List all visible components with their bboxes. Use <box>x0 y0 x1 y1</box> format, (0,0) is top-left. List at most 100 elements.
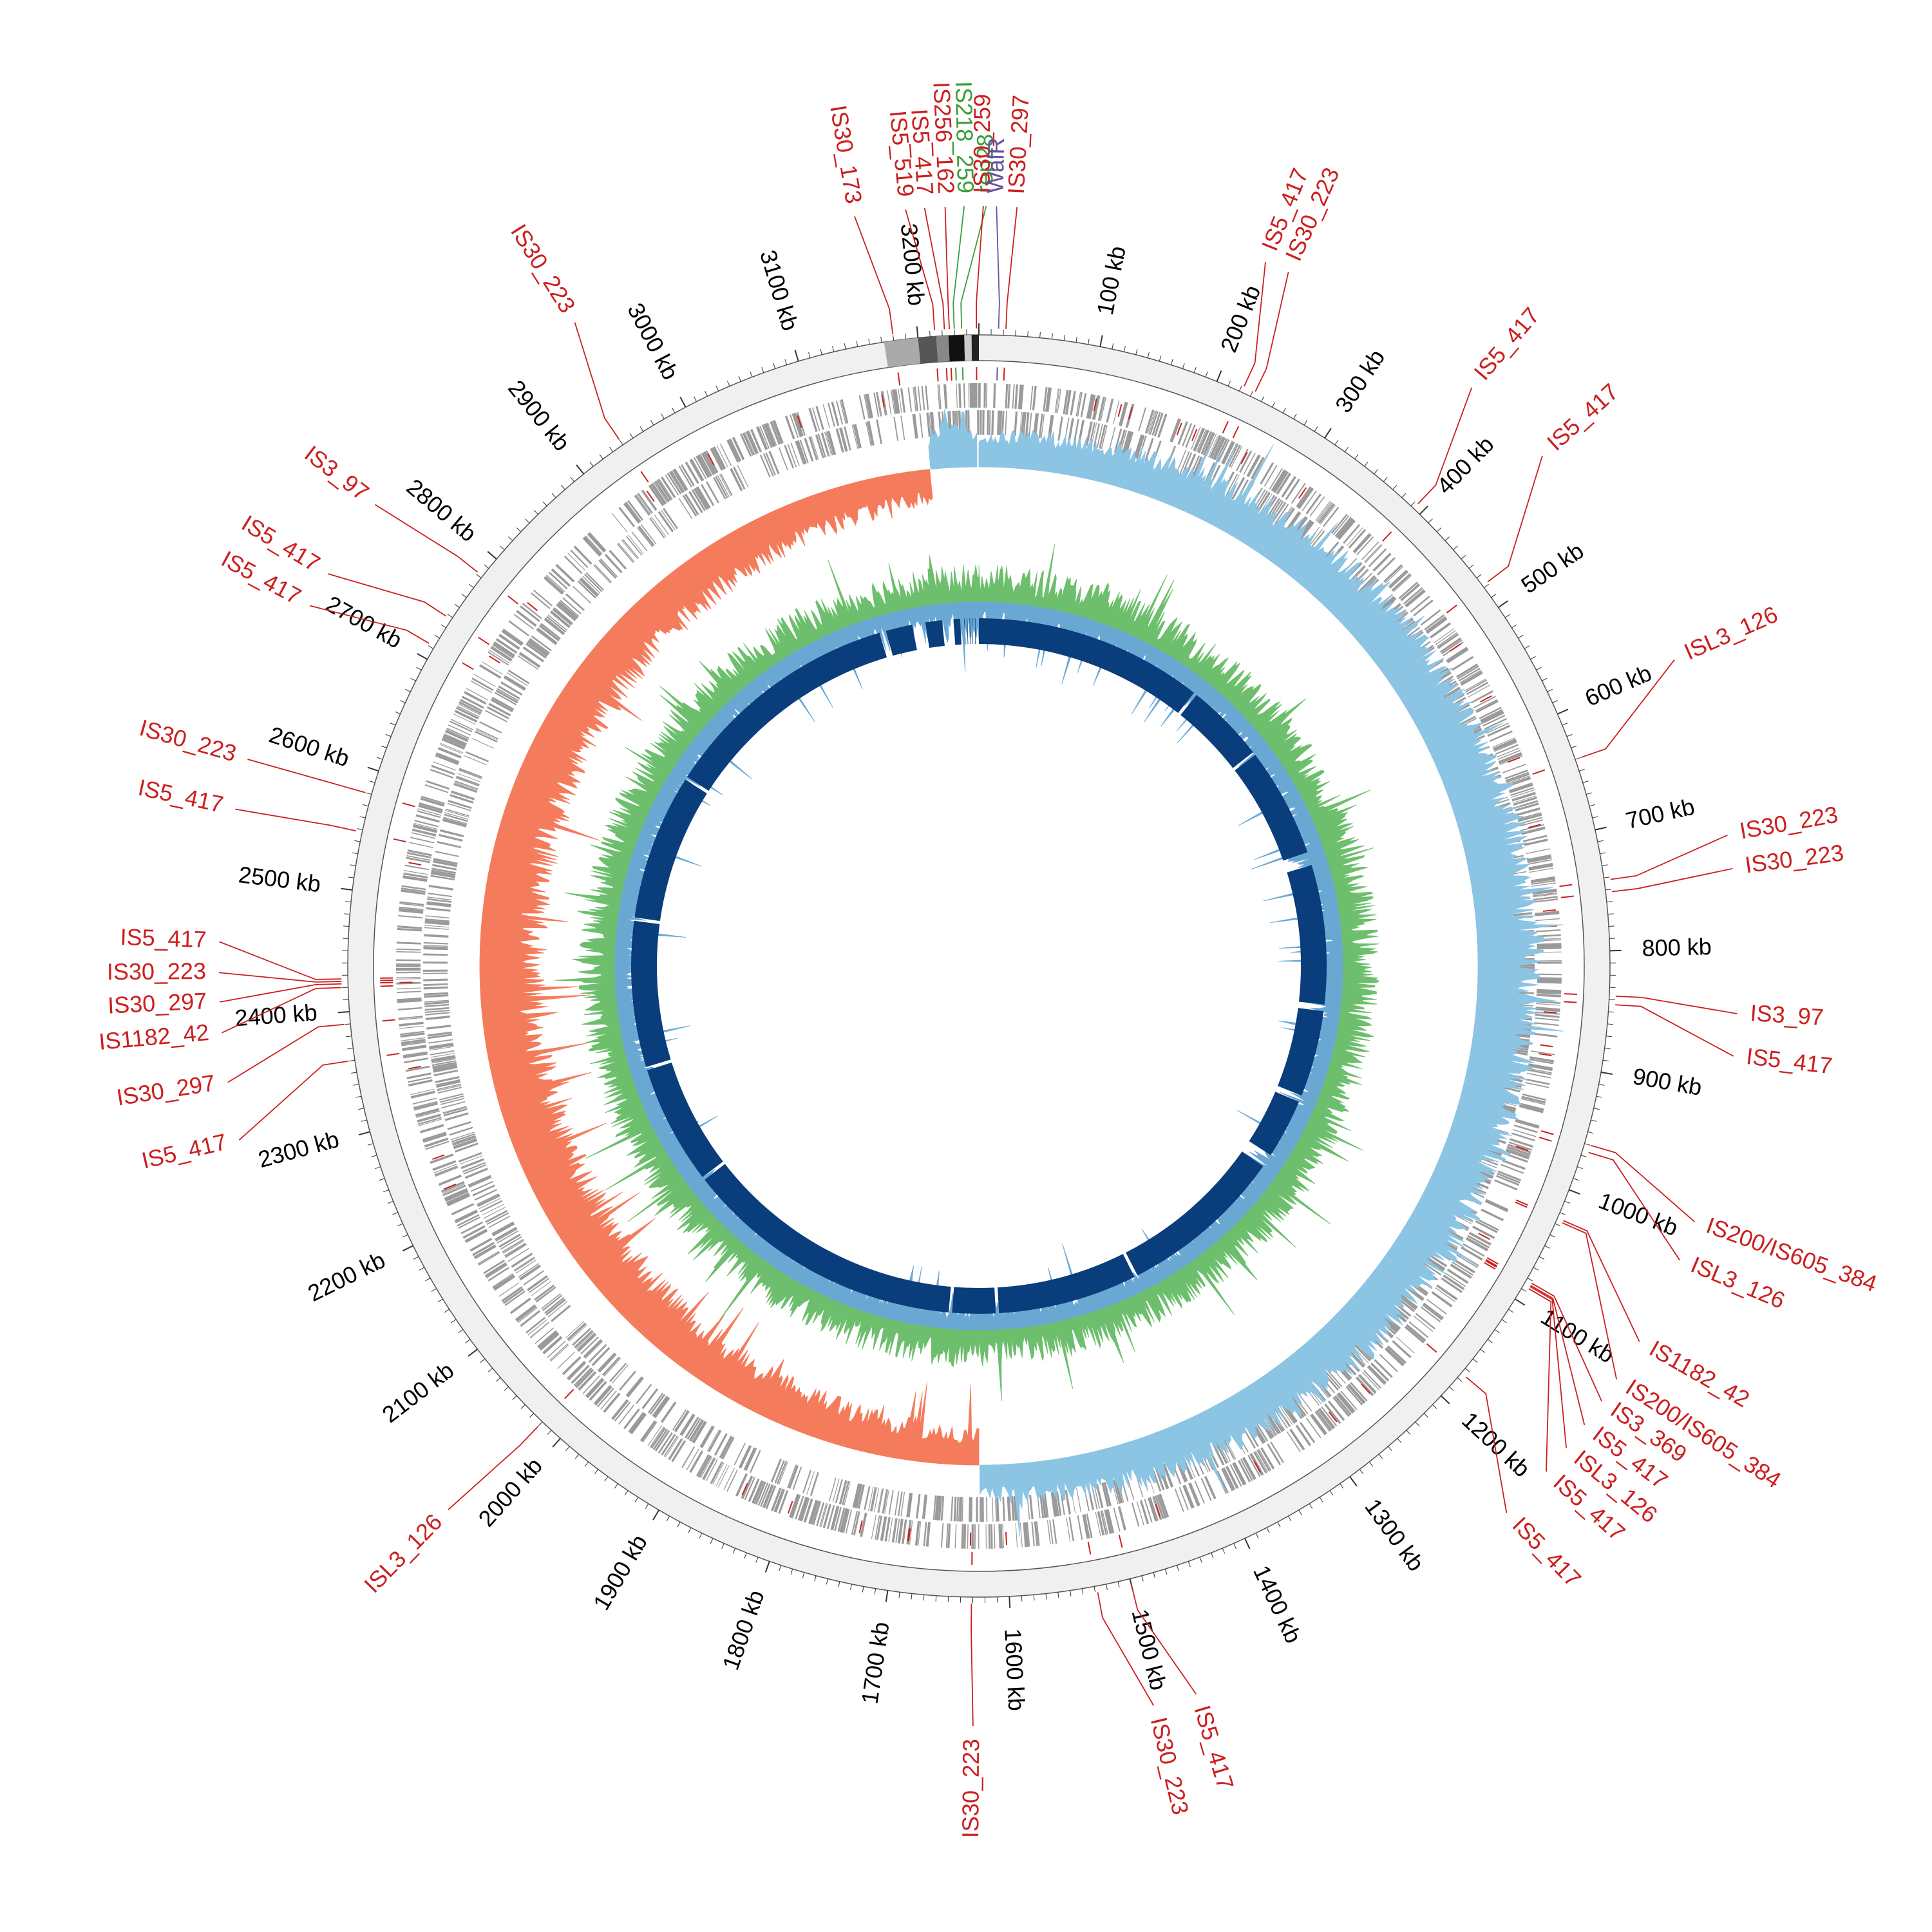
tick-label: 2000 kb <box>473 1452 547 1531</box>
cds-block <box>424 1009 450 1014</box>
cds-block <box>544 577 563 595</box>
cds-block <box>1019 384 1023 410</box>
cds-block <box>693 457 707 479</box>
cds-block <box>765 422 777 447</box>
cds-block <box>444 733 467 744</box>
cds-block <box>1014 384 1018 409</box>
cds-block <box>1430 623 1452 639</box>
cds-block <box>680 464 695 487</box>
feature-leader-line <box>218 972 342 983</box>
cds-block <box>890 390 895 415</box>
position-tick <box>1406 1430 1411 1435</box>
cds-block <box>966 410 968 435</box>
position-tick <box>820 348 822 355</box>
position-tick <box>634 1497 639 1502</box>
cds-block <box>1181 452 1193 476</box>
cds-block <box>801 1497 810 1522</box>
cds-block <box>895 1519 900 1543</box>
blast-segment <box>634 779 707 922</box>
cds-block <box>1027 1522 1030 1547</box>
position-tick <box>898 1592 900 1598</box>
cds-block <box>774 1460 785 1484</box>
cds-block <box>932 412 936 437</box>
cds-block <box>440 743 464 753</box>
cds-block <box>625 502 641 522</box>
cds-block <box>1533 896 1558 901</box>
cds-block <box>658 478 672 500</box>
cds-block <box>1239 450 1253 473</box>
cds-block <box>1075 392 1081 417</box>
cds-block <box>511 1253 533 1268</box>
cds-block <box>445 731 468 743</box>
cds-block <box>405 1065 430 1072</box>
cds-block <box>433 1065 458 1072</box>
cds-block <box>399 901 424 905</box>
cds-block <box>1423 1302 1444 1320</box>
cds-block <box>1352 1342 1371 1361</box>
feature-leader-line <box>1612 867 1733 893</box>
cds-block <box>423 945 448 947</box>
cds-block <box>1504 770 1528 780</box>
cds-block <box>1100 397 1107 422</box>
cds-block <box>462 1225 486 1239</box>
cds-block <box>1095 1484 1104 1508</box>
cds-block <box>628 1412 645 1433</box>
cds-block <box>1517 813 1542 822</box>
position-tick <box>1533 1267 1539 1271</box>
cds-block <box>401 887 426 893</box>
position-tick <box>538 1421 543 1426</box>
cds-block <box>1286 1431 1302 1453</box>
cds-block <box>413 1101 438 1108</box>
tick-label: 1000 kb <box>1595 1187 1681 1241</box>
cds-block <box>641 1388 659 1410</box>
position-tick <box>705 390 708 397</box>
cds-block <box>1182 422 1193 447</box>
position-tick <box>1607 1023 1613 1025</box>
position-tick <box>552 1437 561 1448</box>
feature-leader-line <box>905 209 936 330</box>
tick-label: 100 kb <box>1092 244 1131 317</box>
cds-block <box>446 729 469 740</box>
position-tick <box>1222 1548 1226 1554</box>
cds-block <box>990 1524 993 1549</box>
cds-block <box>770 421 781 445</box>
position-tick <box>444 1309 450 1313</box>
cds-block <box>760 1483 771 1507</box>
cds-block <box>403 872 428 878</box>
cds-block <box>1374 1359 1393 1378</box>
cds-block <box>600 558 618 578</box>
position-tick <box>1135 348 1138 355</box>
cds-block <box>1103 1482 1112 1506</box>
cds-block <box>1317 502 1333 522</box>
cds-block <box>923 1522 927 1547</box>
position-tick <box>547 1430 552 1435</box>
cds-block <box>857 1484 865 1509</box>
cds-block <box>839 1508 848 1533</box>
cds-block <box>1225 442 1237 466</box>
cds-block <box>1494 741 1517 752</box>
cds-block <box>1509 1138 1533 1148</box>
feature-label: IS30_259 <box>968 94 995 193</box>
position-tick <box>381 745 387 748</box>
feature-label: IS1182_42 <box>98 1019 210 1055</box>
cds-block <box>502 629 524 644</box>
cds-block <box>437 1084 462 1092</box>
feature-label: IS5_417 <box>1508 1511 1587 1592</box>
cds-block <box>900 1492 905 1517</box>
cds-block <box>994 1524 996 1549</box>
cds-block <box>425 1016 450 1019</box>
cds-block <box>1437 634 1459 649</box>
cds-block <box>582 1375 600 1394</box>
cds-block <box>654 514 669 535</box>
cds-block <box>492 1273 513 1288</box>
cds-block <box>1527 1069 1552 1075</box>
cds-block <box>478 1252 500 1266</box>
cds-block <box>415 1108 440 1117</box>
feature-mark <box>393 838 406 843</box>
cds-block <box>431 1060 457 1066</box>
cds-is-mark <box>1361 1383 1371 1394</box>
cds-block <box>1013 1496 1018 1521</box>
cds-block <box>1007 384 1010 409</box>
cds-block <box>1053 1492 1059 1517</box>
cds-block <box>500 1236 522 1250</box>
